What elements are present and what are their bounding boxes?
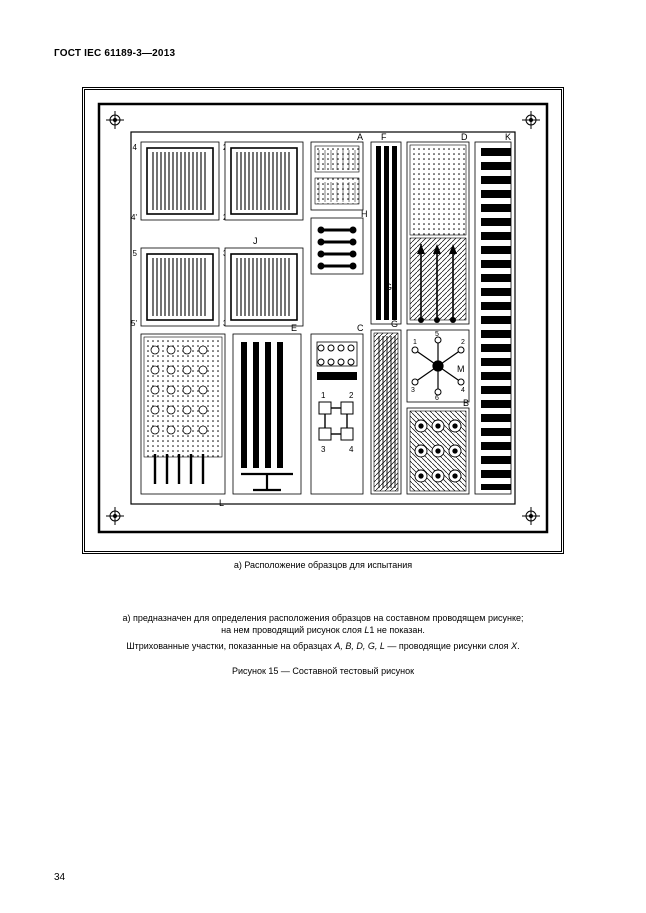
svg-text:G: G — [385, 282, 392, 292]
figure-title: Рисунок 15 — Составной тестовый рисунок — [54, 666, 592, 676]
svg-text:C: C — [357, 323, 364, 333]
svg-text:E: E — [291, 323, 297, 333]
figure-note-1: а) предназначен для определения располож… — [54, 612, 592, 636]
svg-text:A: A — [357, 132, 363, 142]
svg-text:F: F — [381, 132, 387, 142]
svg-text:G: G — [391, 319, 398, 329]
svg-text:3: 3 — [321, 445, 326, 454]
svg-text:2: 2 — [349, 391, 354, 400]
svg-text:5': 5' — [131, 319, 137, 328]
svg-text:M: M — [457, 364, 465, 374]
svg-text:5: 5 — [133, 249, 138, 258]
svg-text:1: 1 — [321, 391, 326, 400]
svg-text:L: L — [219, 498, 224, 508]
svg-text:H: H — [361, 209, 368, 219]
figure-note-2: Штрихованные участки, показанные на обра… — [54, 640, 592, 652]
document-page: ГОСТ IEC 61189-3—2013 — [0, 0, 646, 913]
svg-text:4: 4 — [349, 445, 354, 454]
svg-text:5: 5 — [435, 331, 439, 338]
page-number: 34 — [54, 872, 65, 883]
figure-svg: J 4 2 4' 2' — [93, 98, 553, 538]
svg-text:6: 6 — [435, 395, 439, 402]
svg-text:4: 4 — [461, 387, 465, 394]
svg-text:K: K — [505, 132, 511, 142]
svg-text:1: 1 — [413, 339, 417, 346]
label-J: J — [253, 236, 258, 246]
svg-text:B: B — [463, 398, 469, 408]
svg-text:4': 4' — [131, 213, 137, 222]
figure-wrapper: J 4 2 4' 2' — [54, 87, 592, 570]
svg-text:2: 2 — [461, 339, 465, 346]
svg-text:4: 4 — [133, 143, 138, 152]
svg-text:D: D — [461, 132, 468, 142]
figure-caption-a: a) Расположение образцов для испытания — [234, 560, 412, 570]
figure-frame: J 4 2 4' 2' — [82, 87, 564, 554]
page-header: ГОСТ IEC 61189-3—2013 — [54, 48, 592, 59]
svg-text:3: 3 — [411, 387, 415, 394]
